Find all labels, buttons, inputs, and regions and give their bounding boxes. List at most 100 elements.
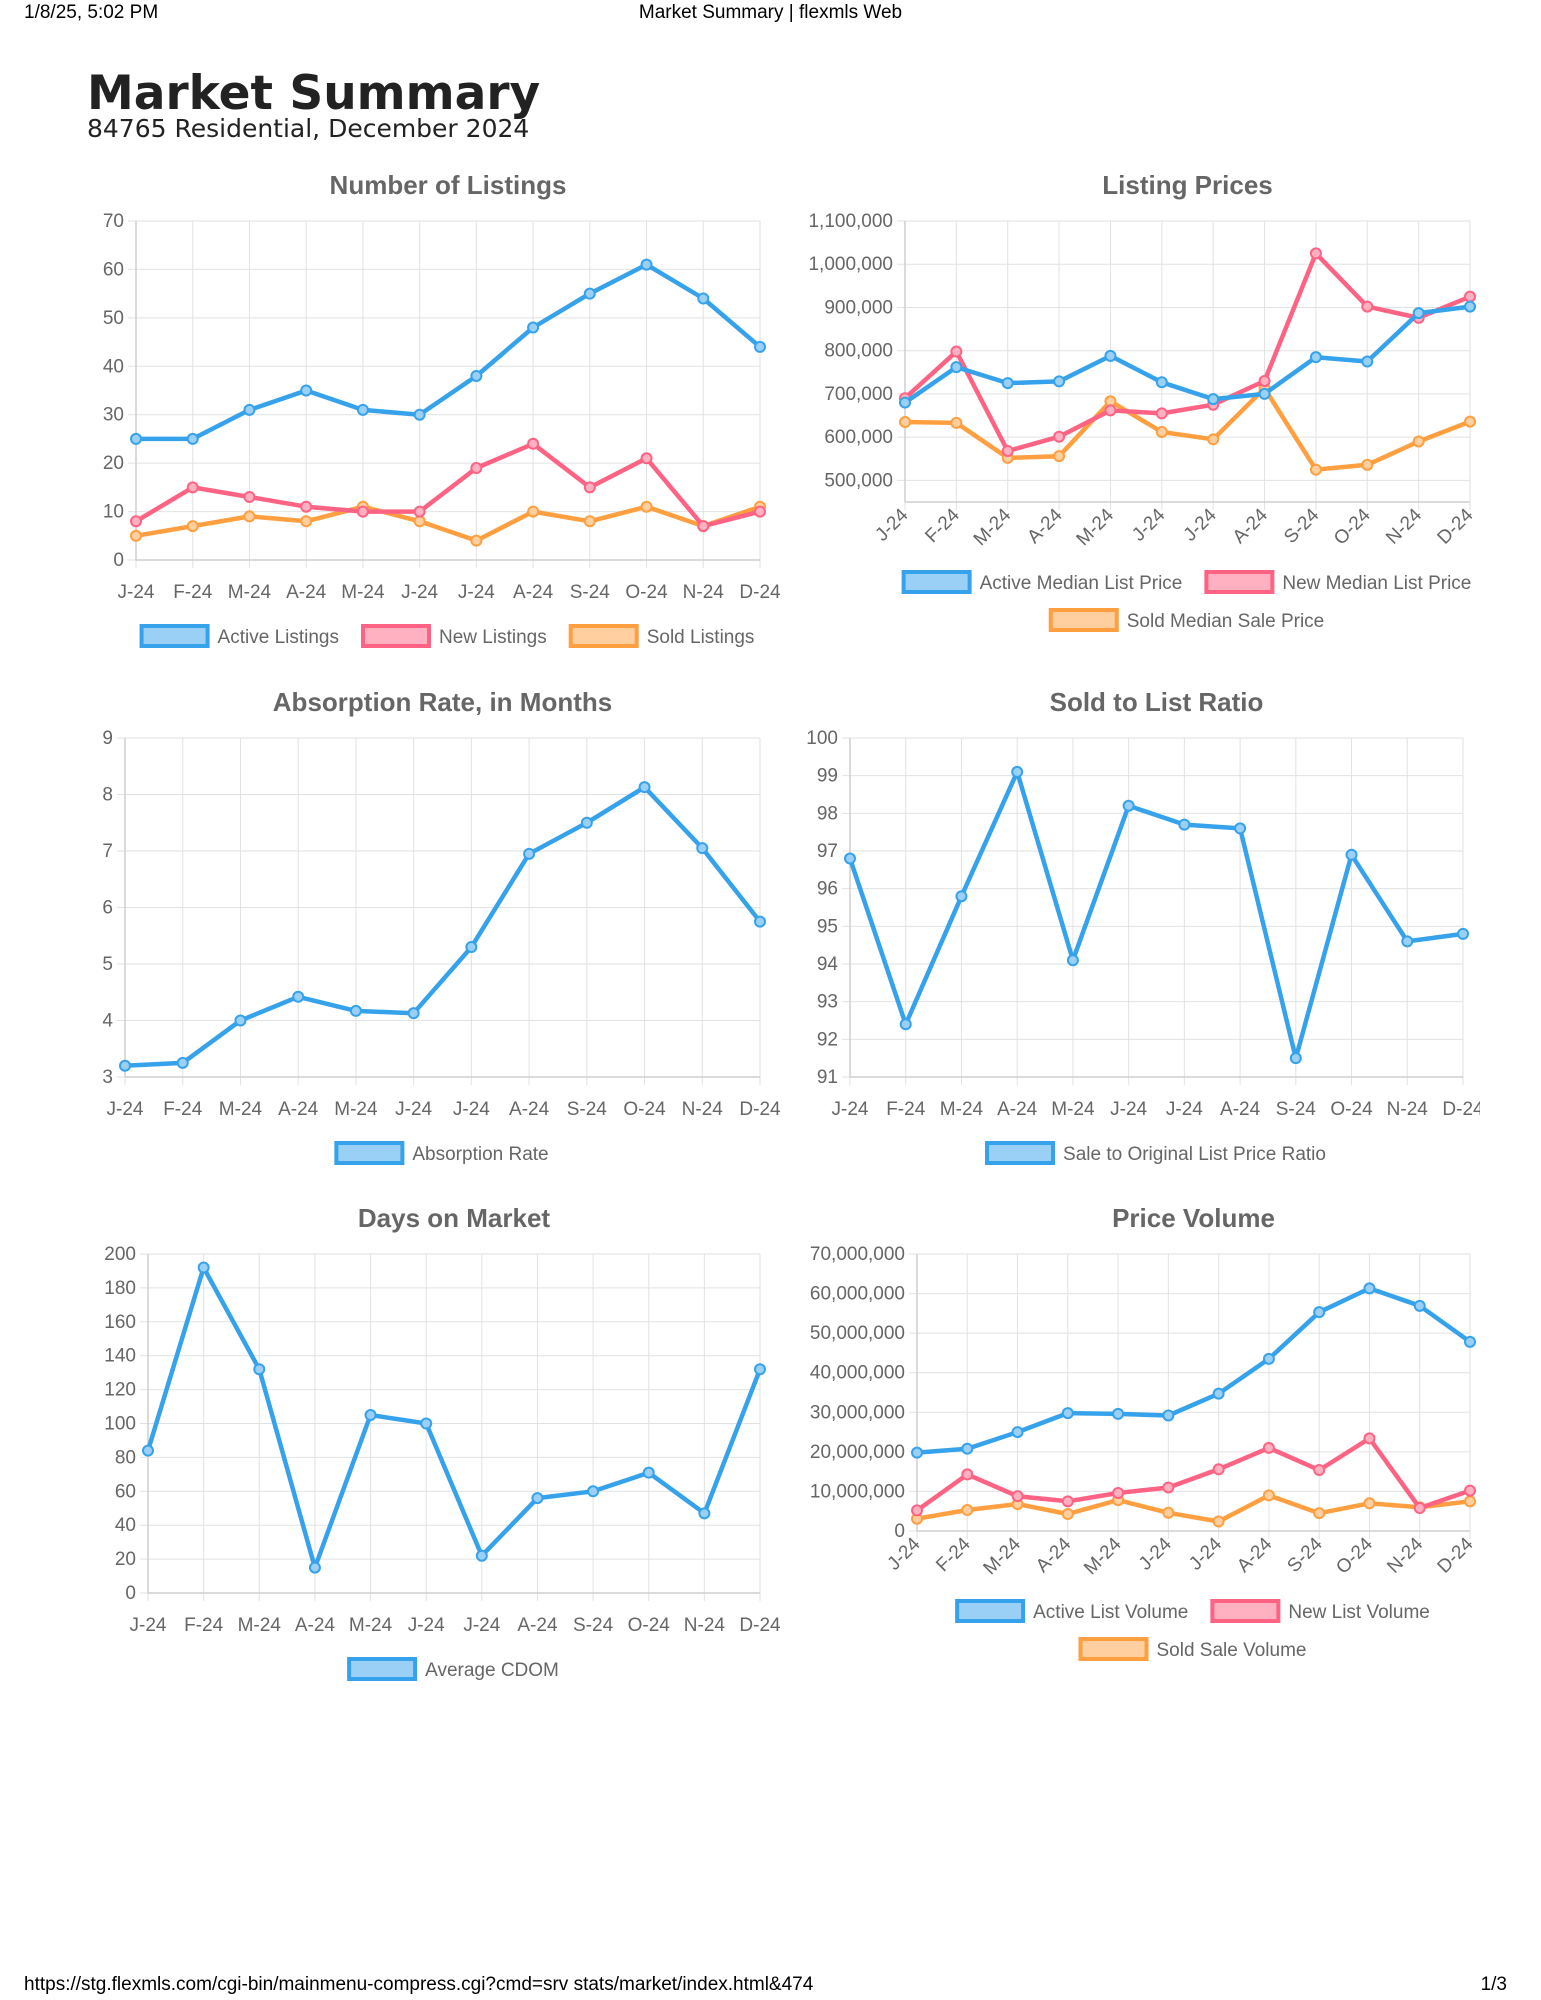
y-tick-label: 95 — [817, 916, 838, 937]
y-tick-label: 60 — [103, 259, 124, 280]
x-tick-label: D-24 — [739, 1099, 780, 1120]
y-tick-label: 120 — [104, 1380, 136, 1401]
x-tick-label: J-24 — [395, 1099, 432, 1120]
chart-price-volume: Price Volume 0 10,000,000 20,000,000 30,000,… — [780, 1201, 1480, 1701]
chart-svg: Days on Market 0 20 40 60 80 100 120 140 160 180 20… — [104, 1203, 780, 1681]
data-point-active-list-volume — [1313, 1306, 1326, 1319]
y-tick-label: 93 — [817, 992, 838, 1013]
data-point-sold-listings — [413, 515, 426, 528]
y-tick-label: 97 — [817, 841, 838, 862]
data-point-new-median-list-price — [1258, 374, 1271, 387]
data-point-sold-sale-volume — [1464, 1495, 1476, 1508]
data-point-new-listings — [470, 461, 483, 474]
x-tick-label: A-24 — [1229, 504, 1273, 548]
legend-swatch-sold-listings — [568, 624, 639, 648]
data-point-sold-listings — [186, 520, 199, 533]
data-point-active-listings — [413, 408, 426, 421]
data-point-sold-sale-volume — [1212, 1515, 1225, 1528]
x-tick-label: J-24 — [1185, 1533, 1226, 1574]
x-tick-label: J-24 — [453, 1099, 490, 1120]
x-tick-label: J-24 — [118, 582, 155, 603]
y-tick-label: 40 — [115, 1515, 136, 1536]
x-tick-label: D-24 — [1442, 1099, 1480, 1120]
y-tick-label: 9 — [102, 728, 113, 749]
data-point-absorption-rate — [234, 1014, 247, 1027]
y-tick-label: 10 — [103, 502, 124, 523]
data-point-new-list-volume — [1061, 1495, 1074, 1508]
data-point-new-listings — [640, 452, 653, 465]
x-tick-label: M-24 — [341, 582, 385, 603]
data-point-new-listings — [130, 515, 142, 528]
data-point-active-median-list-price — [1309, 351, 1322, 364]
data-point-active-median-list-price — [899, 396, 911, 409]
x-tick-label: J-24 — [458, 582, 495, 603]
x-tick-label: M-24 — [1051, 1099, 1095, 1120]
data-point-active-list-volume — [1464, 1335, 1476, 1348]
data-point-active-median-list-price — [1001, 377, 1014, 390]
data-point-sold-median-sale-price — [899, 416, 911, 429]
data-point-new-listings — [243, 491, 256, 504]
legend-label: Active Listings — [218, 627, 339, 648]
y-tick-label: 3 — [102, 1067, 113, 1088]
data-point-active-median-list-price — [1412, 307, 1425, 320]
data-point-new-list-volume — [1162, 1481, 1175, 1494]
x-tick-label: F-24 — [886, 1099, 926, 1120]
data-point-active-list-volume — [1162, 1409, 1175, 1422]
y-tick-label: 91 — [817, 1067, 838, 1088]
y-tick-label: 40,000,000 — [810, 1363, 905, 1384]
legend-label: Absorption Rate — [412, 1144, 548, 1165]
data-point-new-median-list-price — [1053, 430, 1066, 443]
x-tick-label: O-24 — [628, 1615, 671, 1636]
data-point-average-cdom — [531, 1492, 544, 1505]
data-point-new-list-volume — [1112, 1487, 1125, 1500]
page-subtitle: 84765 Residential, December 2024 — [87, 114, 530, 143]
data-point-sold-listings — [470, 534, 483, 547]
data-point-new-list-volume — [1262, 1441, 1275, 1454]
chart-svg: Price Volume 0 10,000,000 20,000,000 30,000,… — [810, 1203, 1478, 1661]
legend-swatch-sold-sale-volume — [1078, 1637, 1149, 1661]
data-point-active-median-list-price — [1258, 387, 1271, 400]
data-point-new-list-volume — [1011, 1490, 1024, 1503]
x-tick-label: A-24 — [1032, 1533, 1076, 1577]
data-point-new-list-volume — [1413, 1502, 1426, 1515]
legend-swatch-new-list-volume — [1210, 1599, 1281, 1623]
data-point-sold-sale-volume — [1363, 1497, 1376, 1510]
y-tick-label: 20 — [103, 453, 124, 474]
x-tick-label: N-24 — [684, 1615, 726, 1636]
x-tick-label: M-24 — [228, 582, 272, 603]
data-point-average-cdom — [587, 1485, 600, 1498]
data-point-sale-to-original-list-price-ratio — [1011, 765, 1024, 778]
chart-title: Absorption Rate, in Months — [273, 687, 612, 717]
chart-listing-prices: Listing Prices 500,000 600,000 700,000 800,0… — [780, 168, 1480, 668]
x-tick-label: A-24 — [295, 1615, 336, 1636]
chart-sold-to-list-ratio: Sold to List Ratio 91 92 93 94 95 96 97 98 99 100 J… — [780, 685, 1480, 1185]
x-tick-label: M-24 — [219, 1099, 263, 1120]
data-point-active-median-list-price — [1207, 393, 1220, 406]
x-tick-label: M-24 — [980, 1533, 1026, 1579]
y-tick-label: 94 — [817, 954, 839, 975]
y-tick-label: 40 — [103, 356, 124, 377]
legend-label: Active List Volume — [1033, 1602, 1188, 1623]
x-tick-label: A-24 — [517, 1615, 558, 1636]
y-tick-label: 6 — [102, 898, 113, 919]
data-point-average-cdom — [642, 1466, 655, 1479]
y-tick-label: 50 — [103, 308, 124, 329]
print-page-number: 1/3 — [1480, 1974, 1507, 1995]
y-tick-label: 900,000 — [824, 297, 893, 318]
x-tick-label: O-24 — [1332, 1533, 1377, 1578]
x-tick-label: N-24 — [1383, 1533, 1427, 1577]
x-tick-label: J-24 — [1166, 1099, 1203, 1120]
x-tick-label: J-24 — [107, 1099, 144, 1120]
data-point-new-median-list-price — [1361, 300, 1374, 313]
series-line-new-listings — [134, 441, 761, 529]
series-line-sold-sale-volume — [916, 1493, 1471, 1524]
legend-label: Sold Listings — [647, 627, 755, 648]
y-tick-label: 180 — [104, 1278, 136, 1299]
data-point-absorption-rate — [523, 847, 536, 860]
x-tick-label: M-24 — [970, 504, 1016, 550]
legend-swatch-absorption-rate — [334, 1141, 405, 1165]
data-point-sale-to-original-list-price-ratio — [955, 890, 968, 903]
data-point-average-cdom — [420, 1417, 433, 1430]
y-tick-label: 160 — [104, 1312, 136, 1333]
data-point-active-listings — [186, 432, 199, 445]
